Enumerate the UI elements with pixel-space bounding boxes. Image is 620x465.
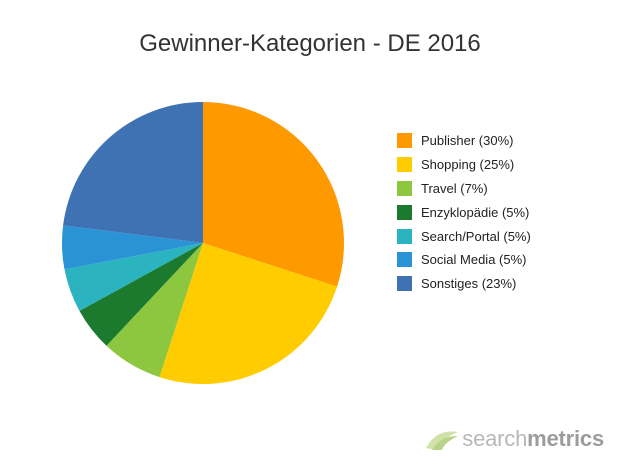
legend-swatch — [397, 157, 412, 173]
legend-swatch — [397, 180, 412, 196]
legend-label: Travel (7%) — [421, 180, 488, 196]
legend-swatch — [397, 133, 412, 149]
legend-label: Sonstiges (23%) — [421, 276, 517, 292]
pie-slice-2 — [106, 243, 203, 378]
legend-swatch — [397, 204, 412, 220]
pie-slice-5 — [62, 225, 204, 270]
legend-swatch — [397, 228, 412, 244]
brand-logo: search metrics — [424, 426, 604, 452]
legend-item-4: Search/Portal (5%) — [397, 224, 531, 248]
legend-swatch — [397, 276, 412, 292]
legend-label: Search/Portal (5%) — [421, 228, 531, 244]
legend-label: Shopping (25%) — [421, 157, 515, 173]
pie-slice-3 — [79, 243, 203, 346]
legend-label: Enzyklopädie (5%) — [421, 204, 530, 220]
legend-item-5: Social Media (5%) — [397, 248, 531, 272]
chart-title: Gewinner-Kategorien - DE 2016 — [139, 30, 481, 57]
chart-legend: Publisher (30%) Shopping (25%) Travel (7%)… — [397, 129, 531, 296]
pie-slice-4 — [64, 243, 203, 311]
legend-label: Publisher (30%) — [421, 133, 514, 149]
legend-item-6: Sonstiges (23%) — [397, 272, 531, 296]
legend-swatch — [397, 252, 412, 268]
searchmetrics-logo-icon — [426, 431, 459, 450]
legend-item-1: Shopping (25%) — [397, 153, 531, 177]
legend-item-3: Enzyklopädie (5%) — [397, 200, 531, 224]
pie-slice-0 — [203, 102, 345, 287]
brand-name-bold: metrics — [527, 426, 604, 451]
pie-slice-6 — [63, 101, 203, 244]
legend-label: Social Media (5%) — [421, 252, 527, 268]
legend-item-0: Publisher (30%) — [397, 129, 531, 153]
pie-slice-1 — [159, 243, 338, 384]
legend-item-2: Travel (7%) — [397, 177, 531, 201]
brand-name-light: search — [462, 426, 528, 451]
